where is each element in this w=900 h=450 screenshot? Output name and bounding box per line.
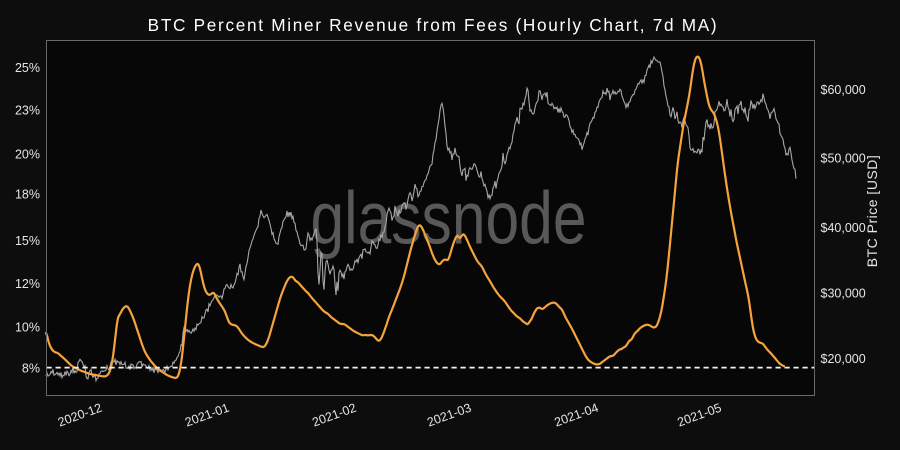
- svg-text:$20,000: $20,000: [821, 352, 866, 366]
- svg-text:18%: 18%: [15, 188, 40, 202]
- svg-text:20%: 20%: [15, 148, 40, 162]
- svg-text:$40,000: $40,000: [821, 221, 866, 235]
- svg-text:12%: 12%: [15, 277, 40, 291]
- svg-text:10%: 10%: [15, 320, 40, 334]
- svg-text:BTC Percent Miner Revenue from: BTC Percent Miner Revenue from Fees (Hou…: [148, 15, 719, 35]
- svg-text:25%: 25%: [15, 61, 40, 75]
- svg-text:glassnode: glassnode: [311, 177, 587, 260]
- svg-text:$60,000: $60,000: [821, 83, 866, 97]
- svg-text:$50,000: $50,000: [821, 151, 866, 165]
- svg-text:$30,000: $30,000: [821, 287, 866, 301]
- svg-text:23%: 23%: [15, 103, 40, 117]
- svg-text:BTC Price [USD]: BTC Price [USD]: [864, 155, 880, 268]
- svg-text:8%: 8%: [22, 361, 40, 375]
- svg-text:15%: 15%: [15, 234, 40, 248]
